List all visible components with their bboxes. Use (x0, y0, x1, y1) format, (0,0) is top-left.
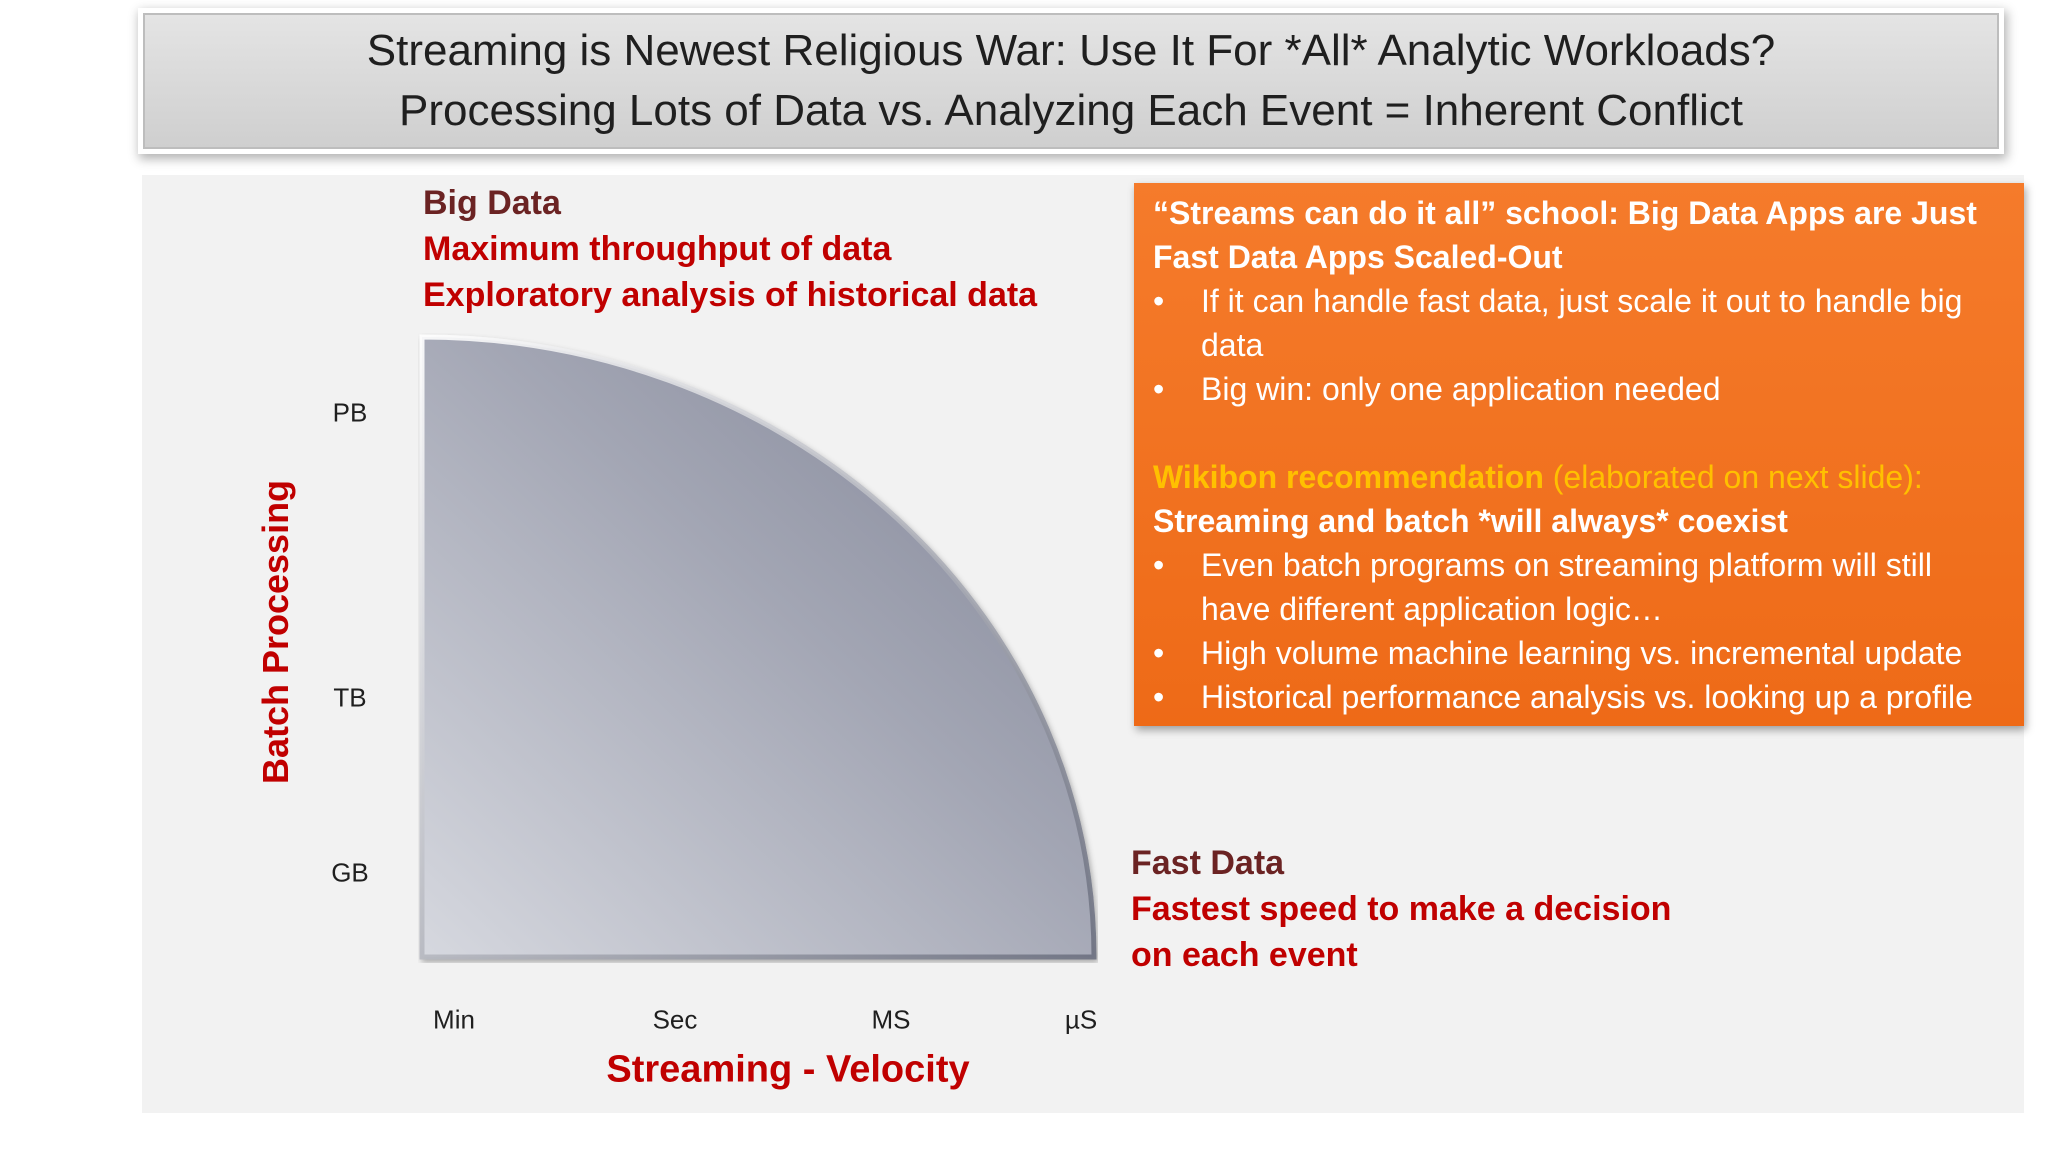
y-tick-tb: TB (333, 682, 367, 713)
fast-data-label: Fast Data Fastest speed to make a decisi… (1131, 840, 1671, 978)
y-tick-pb: PB (332, 397, 368, 428)
y-axis-title: Batch Processing (255, 479, 296, 785)
big-data-heading: Big Data (423, 184, 561, 222)
fast-data-line-2: on each event (1131, 936, 1358, 974)
recommendation-heading: Wikibon recommendation (1153, 459, 1544, 495)
spacer (1153, 411, 2010, 455)
recommendation-subheading: Streaming and batch *will always* coexis… (1153, 503, 1788, 539)
slide-title: Streaming is Newest Religious War: Use I… (143, 13, 1999, 149)
streams-box-heading: “Streams can do it all” school: Big Data… (1153, 195, 1977, 275)
streams-bullet: Big win: only one application needed (1153, 367, 2010, 411)
x-tick-ms: MS (871, 1004, 911, 1035)
title-line-2: Processing Lots of Data vs. Analyzing Ea… (399, 86, 1743, 135)
x-tick-sec: Sec (652, 1004, 698, 1035)
streams-bullet: If it can handle fast data, just scale i… (1153, 279, 2010, 367)
x-axis-title: Streaming - Velocity (606, 1048, 970, 1091)
big-data-label: Big Data Maximum throughput of data Expl… (423, 180, 1037, 318)
fast-data-line-1: Fastest speed to make a decision (1131, 890, 1672, 928)
recommendation-bullet: Even batch programs on streaming platfor… (1153, 543, 2010, 631)
title-line-1: Streaming is Newest Religious War: Use I… (366, 26, 1776, 75)
recommendation-line: Wikibon recommendation (elaborated on ne… (1153, 455, 2010, 499)
quarter-circle-shape (419, 334, 1097, 960)
fast-data-heading: Fast Data (1131, 844, 1285, 882)
recommendation-bullet-list: Even batch programs on streaming platfor… (1153, 543, 2010, 719)
recommendation-bullet: High volume machine learning vs. increme… (1153, 631, 2010, 675)
recommendation-bullet: Historical performance analysis vs. look… (1153, 675, 2010, 719)
x-tick-min: Min (433, 1004, 475, 1035)
streams-school-box: “Streams can do it all” school: Big Data… (1134, 183, 2024, 726)
recommendation-note: (elaborated on next slide): (1543, 459, 1923, 495)
y-tick-gb: GB (331, 857, 369, 888)
x-tick-us: µS (1064, 1004, 1098, 1035)
big-data-line-1: Maximum throughput of data (423, 230, 892, 268)
big-data-line-2: Exploratory analysis of historical data (423, 276, 1038, 314)
streams-bullet-list: If it can handle fast data, just scale i… (1153, 279, 2010, 411)
